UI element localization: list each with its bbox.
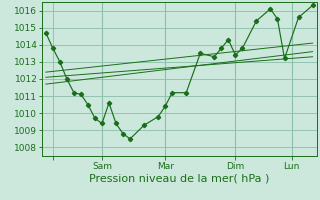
X-axis label: Pression niveau de la mer( hPa ): Pression niveau de la mer( hPa ) bbox=[89, 173, 269, 183]
